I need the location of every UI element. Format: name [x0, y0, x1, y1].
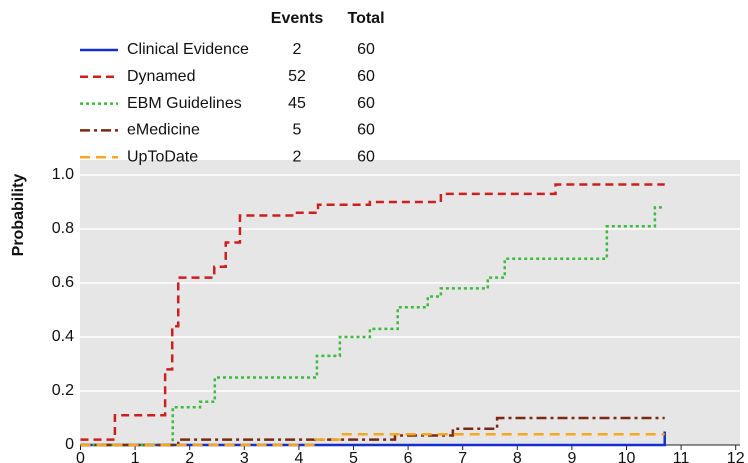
y-axis-label: Probability: [10, 174, 27, 257]
legend-label: Clinical Evidence: [127, 41, 249, 58]
legend-label: UpToDate: [127, 148, 198, 165]
y-tick-label: 1.0: [52, 166, 74, 183]
events-value: 2: [293, 148, 302, 165]
x-tick-label: 0: [76, 450, 85, 463]
total-value: 60: [357, 148, 375, 165]
step-line: [80, 432, 665, 447]
events-value: 5: [293, 122, 302, 139]
step-line: [80, 183, 665, 441]
total-value: 60: [357, 68, 375, 85]
events-value: 52: [288, 68, 306, 85]
x-tick-label: 10: [618, 450, 636, 463]
events-value: 45: [288, 95, 306, 112]
y-tick-label: 0: [65, 436, 74, 453]
y-tick-label: 0.6: [52, 274, 74, 291]
x-tick-label: 9: [567, 450, 576, 463]
y-tick-label: 0.2: [52, 382, 74, 399]
x-tick-label: 3: [240, 450, 249, 463]
x-tick-label: 5: [349, 450, 358, 463]
y-tick-label: 0.4: [52, 328, 74, 345]
x-tick-label: 7: [458, 450, 467, 463]
legend-label: EBM Guidelines: [127, 95, 242, 112]
step-line: [80, 416, 665, 447]
x-tick-label: 11: [673, 450, 690, 463]
step-line: [80, 206, 665, 447]
events-value: 2: [293, 41, 302, 58]
x-tick-label: 6: [404, 450, 413, 463]
plot-background: [80, 160, 740, 445]
total-value: 60: [357, 41, 375, 58]
x-tick-label: 12: [727, 450, 745, 463]
total-header: Total: [347, 10, 384, 27]
x-tick-label: 1: [131, 450, 140, 463]
legend-label: Dynamed: [127, 68, 195, 85]
x-tick-label: 2: [185, 450, 194, 463]
x-tick-label: 4: [294, 450, 303, 463]
legend-label: eMedicine: [127, 122, 200, 139]
total-value: 60: [357, 122, 375, 139]
events-header: Events: [271, 10, 324, 27]
y-tick-label: 0.8: [52, 220, 74, 237]
total-value: 60: [357, 95, 375, 112]
x-tick-label: 8: [513, 450, 522, 463]
